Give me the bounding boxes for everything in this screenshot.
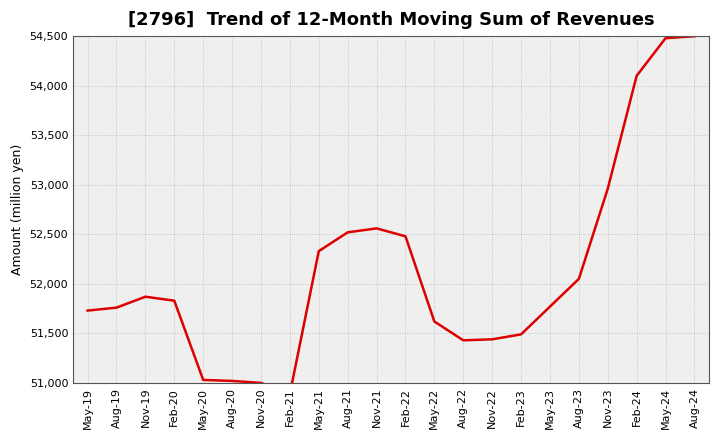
Title: [2796]  Trend of 12-Month Moving Sum of Revenues: [2796] Trend of 12-Month Moving Sum of R…: [127, 11, 654, 29]
Y-axis label: Amount (million yen): Amount (million yen): [11, 144, 24, 275]
